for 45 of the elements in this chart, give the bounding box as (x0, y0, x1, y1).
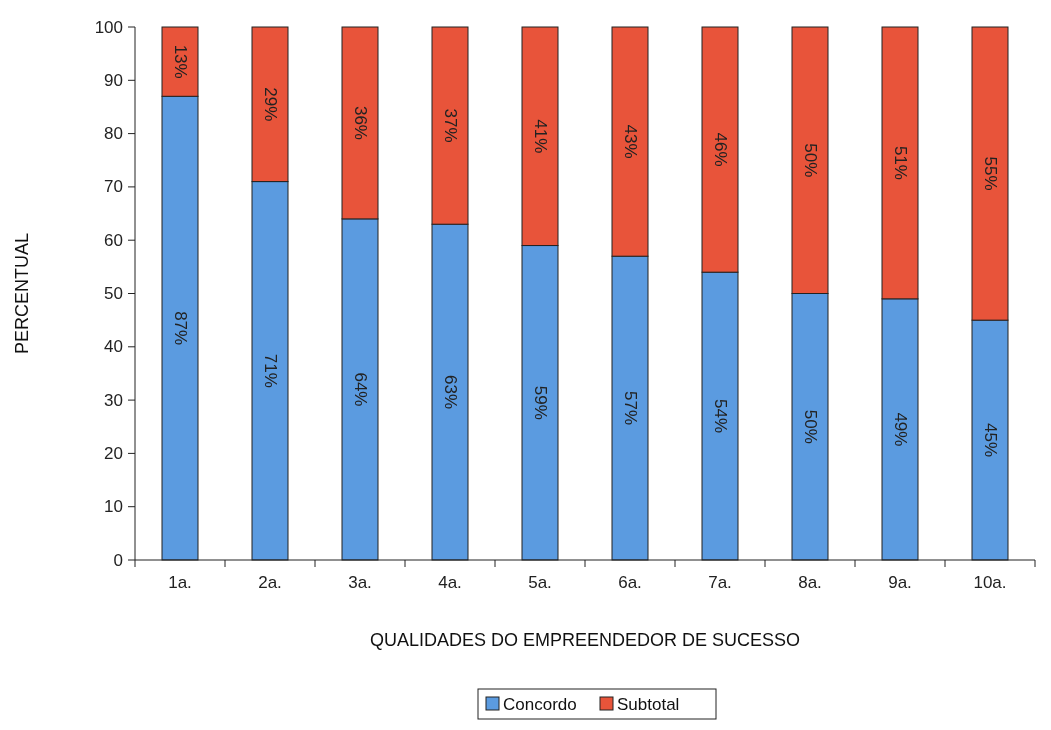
data-label: 59% (530, 385, 550, 420)
data-label: 87% (170, 311, 190, 346)
x-tick-label: 4a. (438, 573, 462, 592)
x-tick-label: 7a. (708, 573, 732, 592)
legend-label: Concordo (503, 694, 577, 714)
x-tick-label: 2a. (258, 573, 282, 592)
data-label: 36% (350, 105, 370, 140)
y-tick-label: 60 (104, 230, 123, 250)
y-tick-label: 100 (94, 17, 123, 37)
data-label: 64% (350, 372, 370, 407)
data-label: 37% (440, 108, 460, 143)
data-label: 71% (260, 353, 280, 388)
data-label: 63% (440, 375, 460, 410)
data-label: 49% (890, 412, 910, 447)
data-label: 50% (800, 409, 820, 444)
x-axis-title: QUALIDADES DO EMPREENDEDOR DE SUCESSO (369, 630, 801, 650)
y-tick-label: 10 (104, 497, 123, 517)
x-tick-label: 5a. (528, 573, 552, 592)
y-tick-label: 90 (104, 70, 123, 90)
data-label: 46% (710, 132, 730, 167)
data-label: 55% (980, 156, 1000, 191)
y-axis-title: PERCENTUAL (12, 232, 32, 355)
y-tick-label: 30 (104, 390, 123, 410)
data-label: 13% (170, 44, 190, 79)
y-tick-label: 50 (104, 284, 123, 303)
y-tick-label: 80 (104, 124, 123, 144)
legend-label: Subtotal (617, 694, 680, 714)
x-tick-label: 1a. (168, 573, 192, 592)
data-label: 45% (980, 423, 1000, 458)
x-tick-label: 6a. (618, 573, 642, 592)
data-label: 43% (620, 124, 640, 159)
x-tick-label: 10a. (973, 573, 1007, 592)
y-tick-label: 20 (104, 443, 123, 463)
y-tick-label: 70 (104, 177, 123, 197)
y-tick-label: 40 (104, 337, 123, 357)
x-tick-label: 9a. (888, 573, 912, 592)
data-label: 51% (890, 145, 910, 180)
data-label: 57% (620, 391, 640, 426)
data-label: 41% (530, 119, 550, 154)
x-tick-label: 8a. (798, 573, 822, 592)
y-tick-label: 0 (113, 550, 123, 570)
data-label: 29% (260, 87, 280, 122)
data-label: 50% (800, 143, 820, 178)
x-tick-label: 3a. (348, 573, 372, 592)
data-label: 54% (710, 399, 730, 434)
